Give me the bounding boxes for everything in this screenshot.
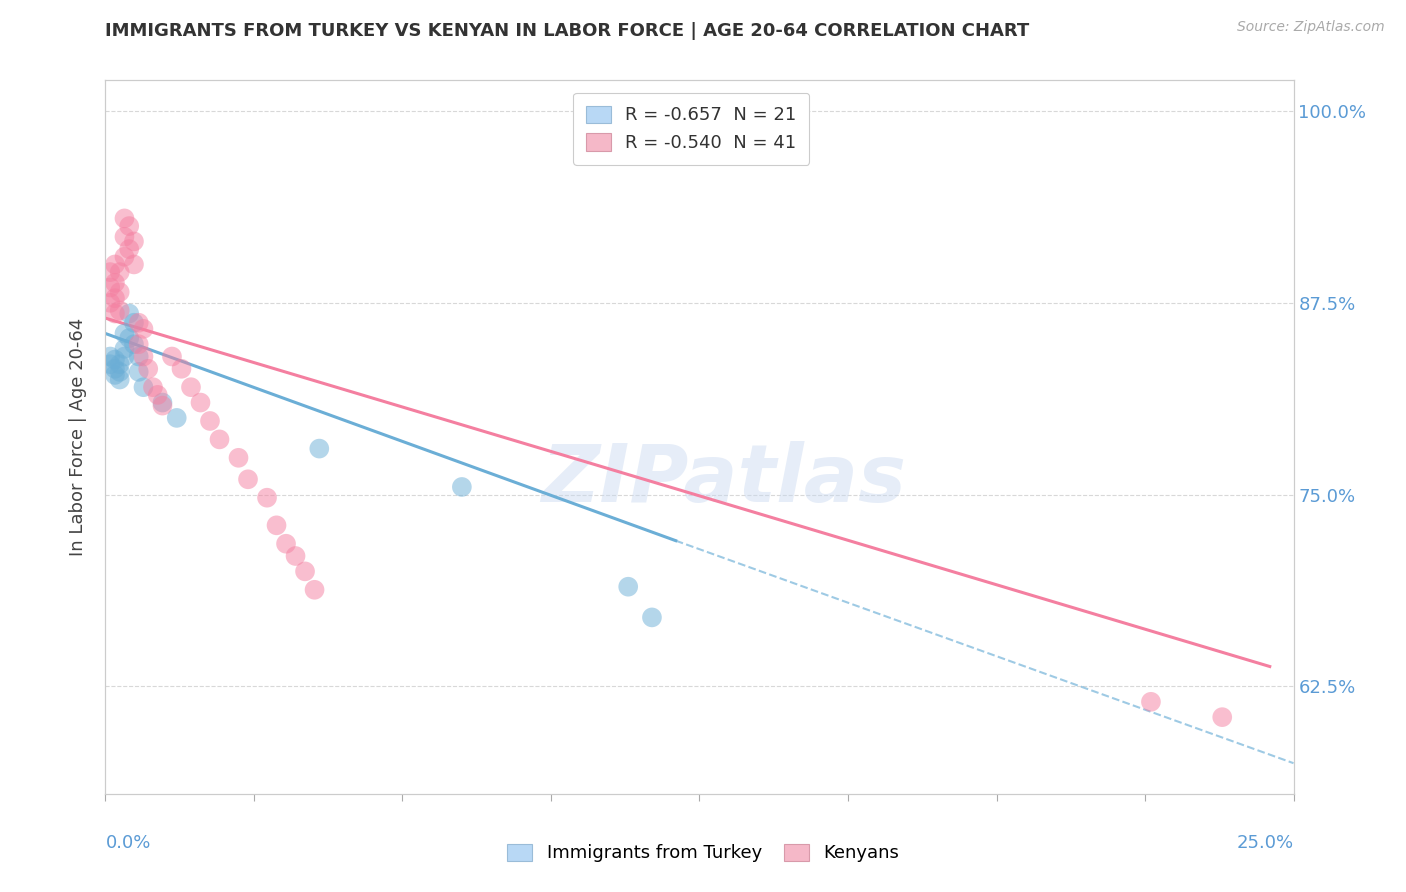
Point [180,380,202,394]
Point [198,414,221,428]
Point [450,480,472,494]
Point [104,291,127,305]
Point [118,307,141,321]
Point [132,322,155,336]
Point [128,365,150,379]
Point [256,491,278,505]
Point [98,280,121,294]
Point [160,350,183,364]
Point [118,331,141,345]
Point [617,580,640,594]
Point [122,235,145,249]
Point [108,357,131,371]
Point [98,295,121,310]
Point [114,342,136,356]
Point [98,350,121,364]
Point [294,565,316,579]
Point [641,610,664,624]
Point [236,472,259,486]
Point [118,242,141,256]
Point [284,549,307,563]
Point [104,352,127,367]
Point [98,265,121,279]
Point [146,388,169,402]
Point [114,250,136,264]
Point [190,395,212,409]
Point [98,357,121,371]
Point [152,399,174,413]
Point [208,433,231,447]
Point [122,337,145,351]
Point [108,285,131,299]
Point [104,276,127,290]
Y-axis label: In Labor Force | Age 20-64: In Labor Force | Age 20-64 [69,318,87,557]
Point [166,410,188,425]
Point [114,350,136,364]
Point [228,450,250,465]
Point [1211,710,1233,724]
Point [118,219,141,233]
Point [122,316,145,330]
Point [128,350,150,364]
Point [304,582,326,597]
Text: IMMIGRANTS FROM TURKEY VS KENYAN IN LABOR FORCE | AGE 20-64 CORRELATION CHART: IMMIGRANTS FROM TURKEY VS KENYAN IN LABO… [105,22,1029,40]
Text: Source: ZipAtlas.com: Source: ZipAtlas.com [1237,20,1385,34]
Point [170,361,193,376]
Point [266,518,288,533]
Point [308,442,330,456]
Point [104,361,127,376]
Text: 25.0%: 25.0% [1236,834,1294,852]
Point [152,395,174,409]
Point [108,303,131,318]
Point [122,257,145,271]
Point [128,337,150,351]
Point [108,265,131,279]
Point [132,380,155,394]
Legend: R = -0.657  N = 21, R = -0.540  N = 41: R = -0.657 N = 21, R = -0.540 N = 41 [574,93,810,165]
Point [274,537,297,551]
Point [108,372,131,386]
Text: 0.0%: 0.0% [105,834,150,852]
Point [1140,695,1163,709]
Point [128,316,150,330]
Point [108,365,131,379]
Point [142,380,165,394]
Point [114,229,136,244]
Point [104,368,127,382]
Legend: Immigrants from Turkey, Kenyans: Immigrants from Turkey, Kenyans [499,837,907,870]
Point [104,257,127,271]
Point [114,211,136,226]
Text: ZIPatlas: ZIPatlas [541,441,905,519]
Point [114,326,136,341]
Point [104,307,127,321]
Point [132,350,155,364]
Point [136,361,159,376]
